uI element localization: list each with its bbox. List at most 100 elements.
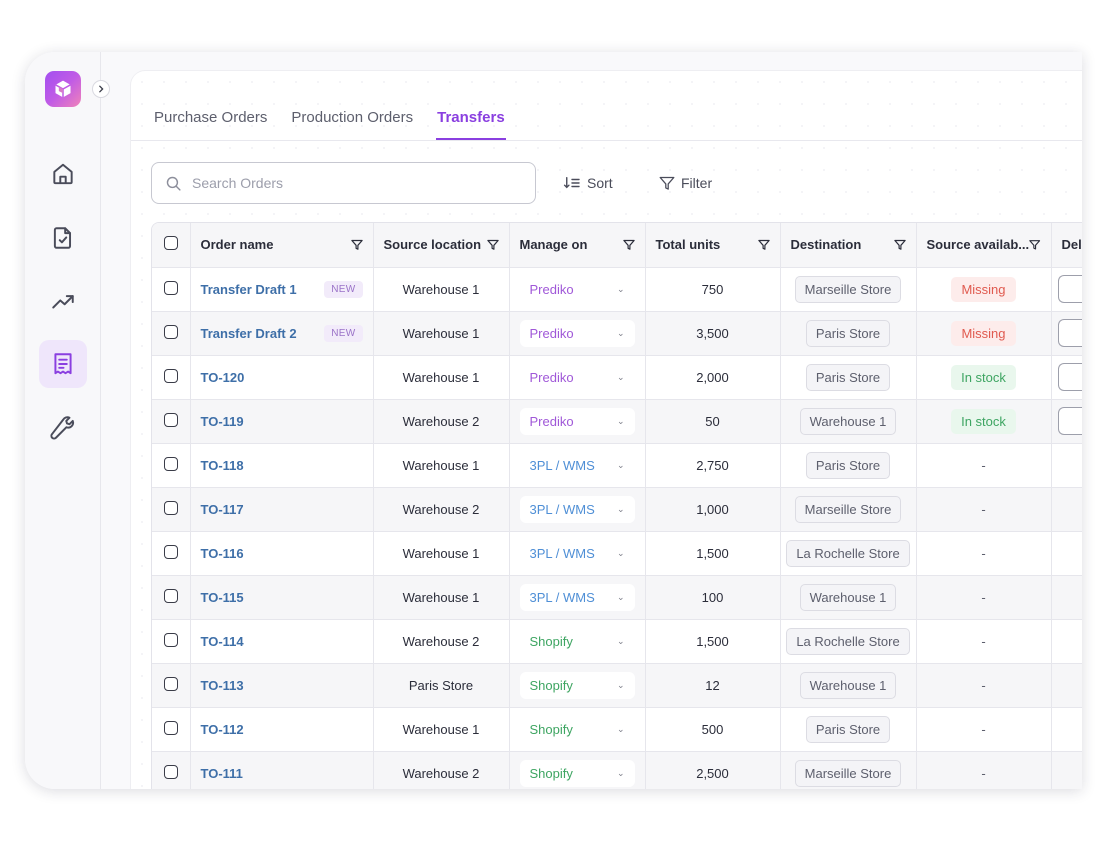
column-header-manage-on[interactable]: Manage on: [509, 223, 646, 268]
column-header-source-location[interactable]: Source location: [373, 223, 510, 268]
order-name-link[interactable]: TO-120: [200, 369, 245, 385]
order-name-link[interactable]: TO-119: [200, 413, 244, 429]
order-name-cell: Transfer Draft 1 NEW: [190, 267, 374, 312]
column-label: Total units: [655, 237, 721, 253]
table-row[interactable]: TO-113 Paris Store Shopify ⌄ 12 Warehouse…: [152, 663, 1082, 708]
order-name-link[interactable]: Transfer Draft 1: [200, 281, 297, 297]
row-checkbox[interactable]: [163, 368, 178, 383]
delivery-date-input[interactable]: [1057, 363, 1082, 391]
chevron-down-icon: ⌄: [616, 371, 625, 382]
source-availability-cell: Missing: [916, 311, 1052, 356]
order-name-link[interactable]: TO-112: [200, 721, 244, 737]
table-row[interactable]: Transfer Draft 1 NEW Warehouse 1 Prediko ⌄…: [152, 267, 1082, 312]
row-checkbox[interactable]: [163, 280, 178, 295]
filter-button[interactable]: Filter: [659, 171, 712, 195]
row-checkbox[interactable]: [163, 412, 178, 427]
manage-on-select[interactable]: Prediko ⌄: [520, 364, 635, 391]
total-units-cell: 2,000: [645, 355, 781, 400]
filter-icon[interactable]: [486, 239, 499, 251]
sidebar-item-documents[interactable]: [39, 214, 87, 262]
column-header-order-name[interactable]: Order name: [190, 223, 374, 268]
cube-logo-icon[interactable]: [45, 71, 81, 107]
search-box[interactable]: [151, 162, 536, 204]
table-row[interactable]: TO-114 Warehouse 2 Shopify ⌄ 1,500 La Roc…: [152, 619, 1082, 664]
filter-icon[interactable]: [893, 239, 906, 251]
manage-on-select[interactable]: Prediko ⌄: [520, 276, 635, 303]
manage-on-select[interactable]: Shopify ⌄: [520, 628, 635, 655]
source-location-cell: Warehouse 1: [373, 707, 510, 752]
column-label: Destination: [790, 237, 862, 253]
destination-pill: Paris Store: [805, 451, 891, 479]
row-checkbox[interactable]: [163, 588, 178, 603]
table-row[interactable]: TO-112 Warehouse 1 Shopify ⌄ 500 Paris St…: [152, 707, 1082, 752]
column-label: Manage on: [519, 237, 588, 253]
order-name-link[interactable]: TO-117: [200, 501, 244, 517]
destination-pill: Warehouse 1: [799, 583, 897, 611]
delivery-date-input[interactable]: [1057, 407, 1082, 435]
manage-on-select[interactable]: 3PL / WMS ⌄: [520, 452, 635, 479]
delivery-date-input[interactable]: [1057, 319, 1082, 347]
row-checkbox[interactable]: [163, 456, 178, 471]
manage-on-select[interactable]: 3PL / WMS ⌄: [519, 583, 635, 611]
row-checkbox[interactable]: [163, 632, 178, 647]
order-name-link[interactable]: TO-115: [200, 589, 244, 605]
order-name-link[interactable]: TO-116: [200, 545, 244, 561]
manage-on-select[interactable]: Shopify ⌄: [520, 716, 635, 743]
sidebar-item-analytics[interactable]: [39, 277, 87, 325]
column-header-delivery[interactable]: Del: [1051, 223, 1082, 268]
delivery-date-input[interactable]: [1057, 275, 1082, 303]
table-row[interactable]: TO-111 Warehouse 2 Shopify ⌄ 2,500 Marsei…: [152, 751, 1082, 789]
search-input[interactable]: [192, 175, 492, 191]
order-name-link[interactable]: Transfer Draft 2: [200, 325, 297, 341]
sidebar-collapse-button[interactable]: [92, 80, 110, 98]
select-all-checkbox[interactable]: [163, 236, 178, 251]
table-row[interactable]: TO-118 Warehouse 1 3PL / WMS ⌄ 2,750 Pari…: [152, 443, 1082, 488]
delivery-cell: [1051, 531, 1082, 576]
manage-on-select[interactable]: Shopify ⌄: [519, 671, 635, 699]
filter-icon[interactable]: [622, 239, 635, 251]
table-row[interactable]: TO-120 Warehouse 1 Prediko ⌄ 2,000 Paris …: [152, 355, 1082, 400]
column-header-source-availability[interactable]: Source availab...: [916, 223, 1052, 268]
tabs-divider: [131, 140, 1082, 141]
tab-purchase-orders[interactable]: Purchase Orders: [154, 109, 268, 126]
order-name-link[interactable]: TO-118: [200, 457, 244, 473]
filter-icon[interactable]: [350, 239, 363, 251]
manage-on-cell: Shopify ⌄: [509, 663, 646, 708]
chevron-down-icon: ⌄: [616, 415, 625, 426]
order-name-cell: TO-119: [190, 399, 374, 444]
manage-on-select[interactable]: 3PL / WMS ⌄: [519, 495, 635, 523]
column-header-destination[interactable]: Destination: [780, 223, 917, 268]
sidebar-item-orders[interactable]: [39, 340, 87, 388]
manage-on-select[interactable]: Prediko ⌄: [519, 407, 635, 435]
table-row[interactable]: TO-119 Warehouse 2 Prediko ⌄ 50 Warehouse…: [152, 399, 1082, 444]
order-name-link[interactable]: TO-114: [200, 633, 244, 649]
source-location-cell: Warehouse 1: [373, 443, 510, 488]
order-name-link[interactable]: TO-111: [200, 765, 243, 781]
row-checkbox[interactable]: [163, 720, 178, 735]
row-checkbox[interactable]: [163, 676, 178, 691]
manage-on-cell: 3PL / WMS ⌄: [509, 443, 646, 488]
filter-icon[interactable]: [1029, 239, 1041, 251]
tab-transfers[interactable]: Transfers: [436, 107, 506, 141]
table-row[interactable]: TO-115 Warehouse 1 3PL / WMS ⌄ 100 Wareho…: [152, 575, 1082, 620]
sort-button[interactable]: Sort: [563, 171, 613, 195]
row-checkbox[interactable]: [163, 500, 178, 515]
row-checkbox[interactable]: [163, 544, 178, 559]
sidebar-item-home[interactable]: [39, 150, 87, 198]
order-name-link[interactable]: TO-113: [200, 677, 244, 693]
row-checkbox[interactable]: [163, 764, 178, 779]
manage-on-select[interactable]: 3PL / WMS ⌄: [520, 540, 635, 567]
sidebar-item-tools[interactable]: [39, 404, 87, 452]
row-checkbox[interactable]: [163, 324, 178, 339]
column-header-total-units[interactable]: Total units: [645, 223, 781, 268]
delivery-cell: [1051, 443, 1082, 488]
table-row[interactable]: TO-117 Warehouse 2 3PL / WMS ⌄ 1,000 Mars…: [152, 487, 1082, 532]
destination-pill: Paris Store: [805, 319, 891, 347]
table-row[interactable]: Transfer Draft 2 NEW Warehouse 1 Prediko ⌄…: [152, 311, 1082, 356]
table-row[interactable]: TO-116 Warehouse 1 3PL / WMS ⌄ 1,500 La R…: [152, 531, 1082, 576]
filter-icon[interactable]: [757, 239, 770, 251]
tab-production-orders[interactable]: Production Orders: [291, 109, 414, 126]
destination-cell: Paris Store: [780, 311, 917, 356]
manage-on-select[interactable]: Shopify ⌄: [519, 759, 635, 787]
manage-on-select[interactable]: Prediko ⌄: [519, 319, 635, 347]
